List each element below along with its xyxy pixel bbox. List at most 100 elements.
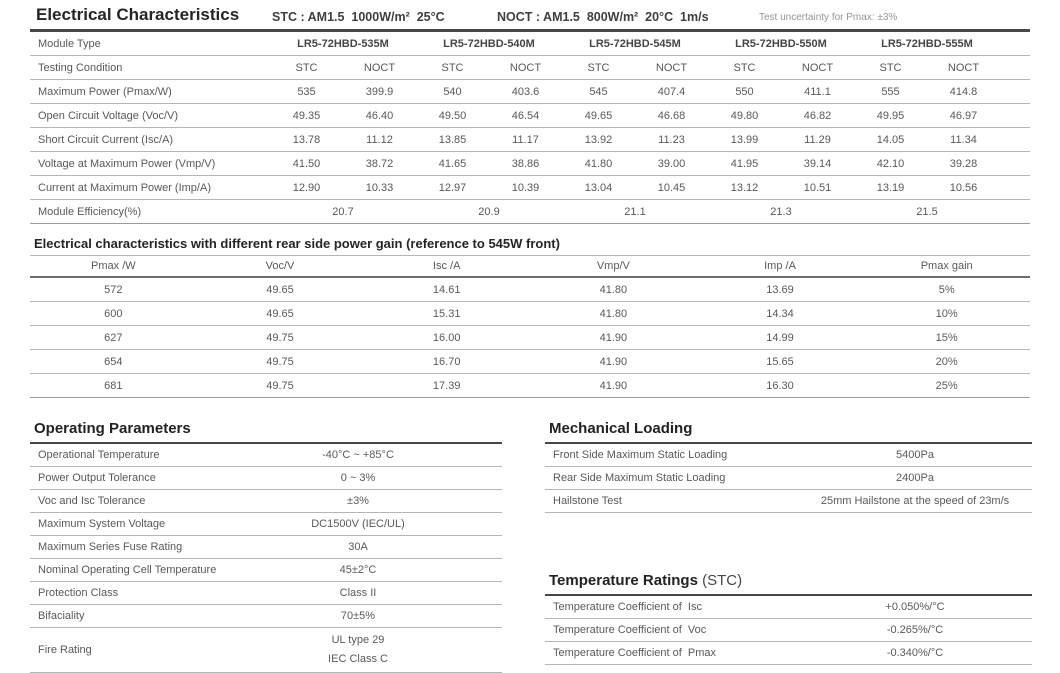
value-cell: 49.35 [292,109,321,122]
value-cell: 13.78 [292,133,321,146]
value-cell: 540 [443,85,462,98]
fire-rating-row: Fire Rating UL type 29 IEC Class C [30,628,502,673]
noct-test-condition: NOCT : AM1.5 800W/m² 20°C 1m/s [497,10,709,24]
value-cell: 14.99 [766,331,794,344]
value-cell: 10.33 [365,181,394,194]
value-cell: 555 [881,85,900,98]
value-cell: 38.86 [511,157,540,170]
row-label: Module Type [38,37,101,50]
column-header: Pmax gain [920,259,973,272]
param-label: Bifaciality [38,610,85,622]
value-cell: 545 [589,85,608,98]
table-row: 572 49.65 14.61 41.80 13.69 5% [30,278,1030,302]
efficiency-value: 21.1 [624,205,646,218]
param-label: Voc and Isc Tolerance [38,495,146,507]
table-row-maximum-power: Maximum Power (Pmax/W) 535 399.9 540 403… [30,80,1030,104]
value-cell: 407.4 [657,85,686,98]
param-label: Operational Temperature [38,449,160,461]
module-name: LR5-72HBD-550M [735,37,827,50]
row-label: Voltage at Maximum Power (Vmp/V) [38,157,216,170]
value-cell: 49.75 [266,379,294,392]
value-cell: 46.82 [803,109,832,122]
value-cell: 49.65 [266,307,294,320]
param-label: Fire Rating [38,644,92,656]
value-cell: 49.75 [266,331,294,344]
param-row: Protection Class Class II [30,582,502,605]
table-row-current-at-max-power: Current at Maximum Power (Imp/A) 12.90 1… [30,176,1030,200]
value-cell: 16.00 [432,331,461,344]
param-row: Voc and Isc Tolerance ±3% [30,490,502,513]
value-cell: 14.61 [432,283,461,296]
value-cell: 49.80 [730,109,759,122]
value-cell: 15.31 [432,307,461,320]
value-cell: 11.34 [950,133,977,146]
condition-cell: NOCT [363,61,396,74]
param-value: 2400Pa [896,472,934,484]
value-cell: 41.50 [292,157,321,170]
rear-gain-table-body: 572 49.65 14.61 41.80 13.69 5% 600 49.65… [30,278,1030,398]
param-label: Rear Side Maximum Static Loading [553,472,726,484]
module-name: LR5-72HBD-540M [443,37,535,50]
value-cell: 41.90 [599,355,628,368]
value-cell: 13.04 [584,181,613,194]
table-row-short-circuit-current: Short Circuit Current (Isc/A) 13.78 11.1… [30,128,1030,152]
value-cell: 39.14 [803,157,832,170]
param-value: 25mm Hailstone at the speed of 23m/s [820,495,1010,507]
param-row: Maximum Series Fuse Rating 30A [30,536,502,559]
value-cell: 25% [935,379,958,392]
value-cell: 13.85 [438,133,467,146]
column-header: Pmax /W [91,259,136,272]
column-header: Imp /A [764,259,796,272]
condition-cell: NOCT [655,61,688,74]
value-cell: 39.00 [657,157,686,170]
param-label: Power Output Tolerance [38,472,156,484]
temperature-ratings-section: Temperature Ratings (STC) Temperature Co… [545,572,1032,665]
param-label: Nominal Operating Cell Temperature [38,564,217,576]
operating-parameters-section: Operating Parameters Operational Tempera… [30,420,502,673]
value-cell: 627 [104,331,123,344]
column-header: Vmp/V [596,259,630,272]
value-cell: 681 [104,379,123,392]
param-row: Nominal Operating Cell Temperature 45±2°… [30,559,502,582]
module-name: LR5-72HBD-535M [297,37,389,50]
value-cell: 11.17 [512,133,539,146]
module-efficiency-row: Module Efficiency(%) 20.7 20.9 21.1 21.3… [30,200,1030,224]
mechanical-loading-title: Mechanical Loading [545,420,1032,444]
value-cell: 46.97 [949,109,978,122]
param-label: Protection Class [38,587,119,599]
value-cell: 13.92 [584,133,613,146]
module-type-row: Module Type LR5-72HBD-535M LR5-72HBD-540… [30,32,1030,56]
value-cell: 654 [104,355,123,368]
param-value: 45±2°C [339,564,377,576]
table-row: 654 49.75 16.70 41.90 15.65 20% [30,350,1030,374]
row-label: Testing Condition [38,61,123,74]
row-label: Short Circuit Current (Isc/A) [38,133,174,146]
value-cell: 13.99 [730,133,759,146]
operating-parameters-title: Operating Parameters [30,420,502,444]
value-cell: 41.80 [599,283,628,296]
value-cell: 399.9 [365,85,394,98]
value-cell: 13.12 [730,181,759,194]
column-header: Isc /A [432,259,461,272]
mechanical-loading-section: Mechanical Loading Front Side Maximum St… [545,420,1032,513]
condition-cell: NOCT [801,61,834,74]
param-label: Temperature Coefficient of Voc [553,624,707,636]
value-cell: 49.65 [584,109,613,122]
value-cell: 14.05 [876,133,905,146]
value-cell: 13.19 [876,181,905,194]
param-value: -0.340%/°C [886,647,944,659]
value-cell: 49.50 [438,109,467,122]
param-row: Bifaciality 70±5% [30,605,502,628]
fire-rating-line1: UL type 29 [331,634,385,646]
value-cell: 39.28 [949,157,978,170]
param-value: 5400Pa [896,449,934,461]
param-label: Temperature Coefficient of Isc [553,601,702,613]
value-cell: 414.8 [949,85,978,98]
value-cell: 13.69 [766,283,794,296]
param-value: DC1500V (IEC/UL) [311,518,405,530]
value-cell: 17.39 [432,379,461,392]
param-value: Class II [339,587,377,599]
temperature-ratings-title-main: Temperature Ratings [549,572,703,589]
value-cell: 600 [104,307,123,320]
